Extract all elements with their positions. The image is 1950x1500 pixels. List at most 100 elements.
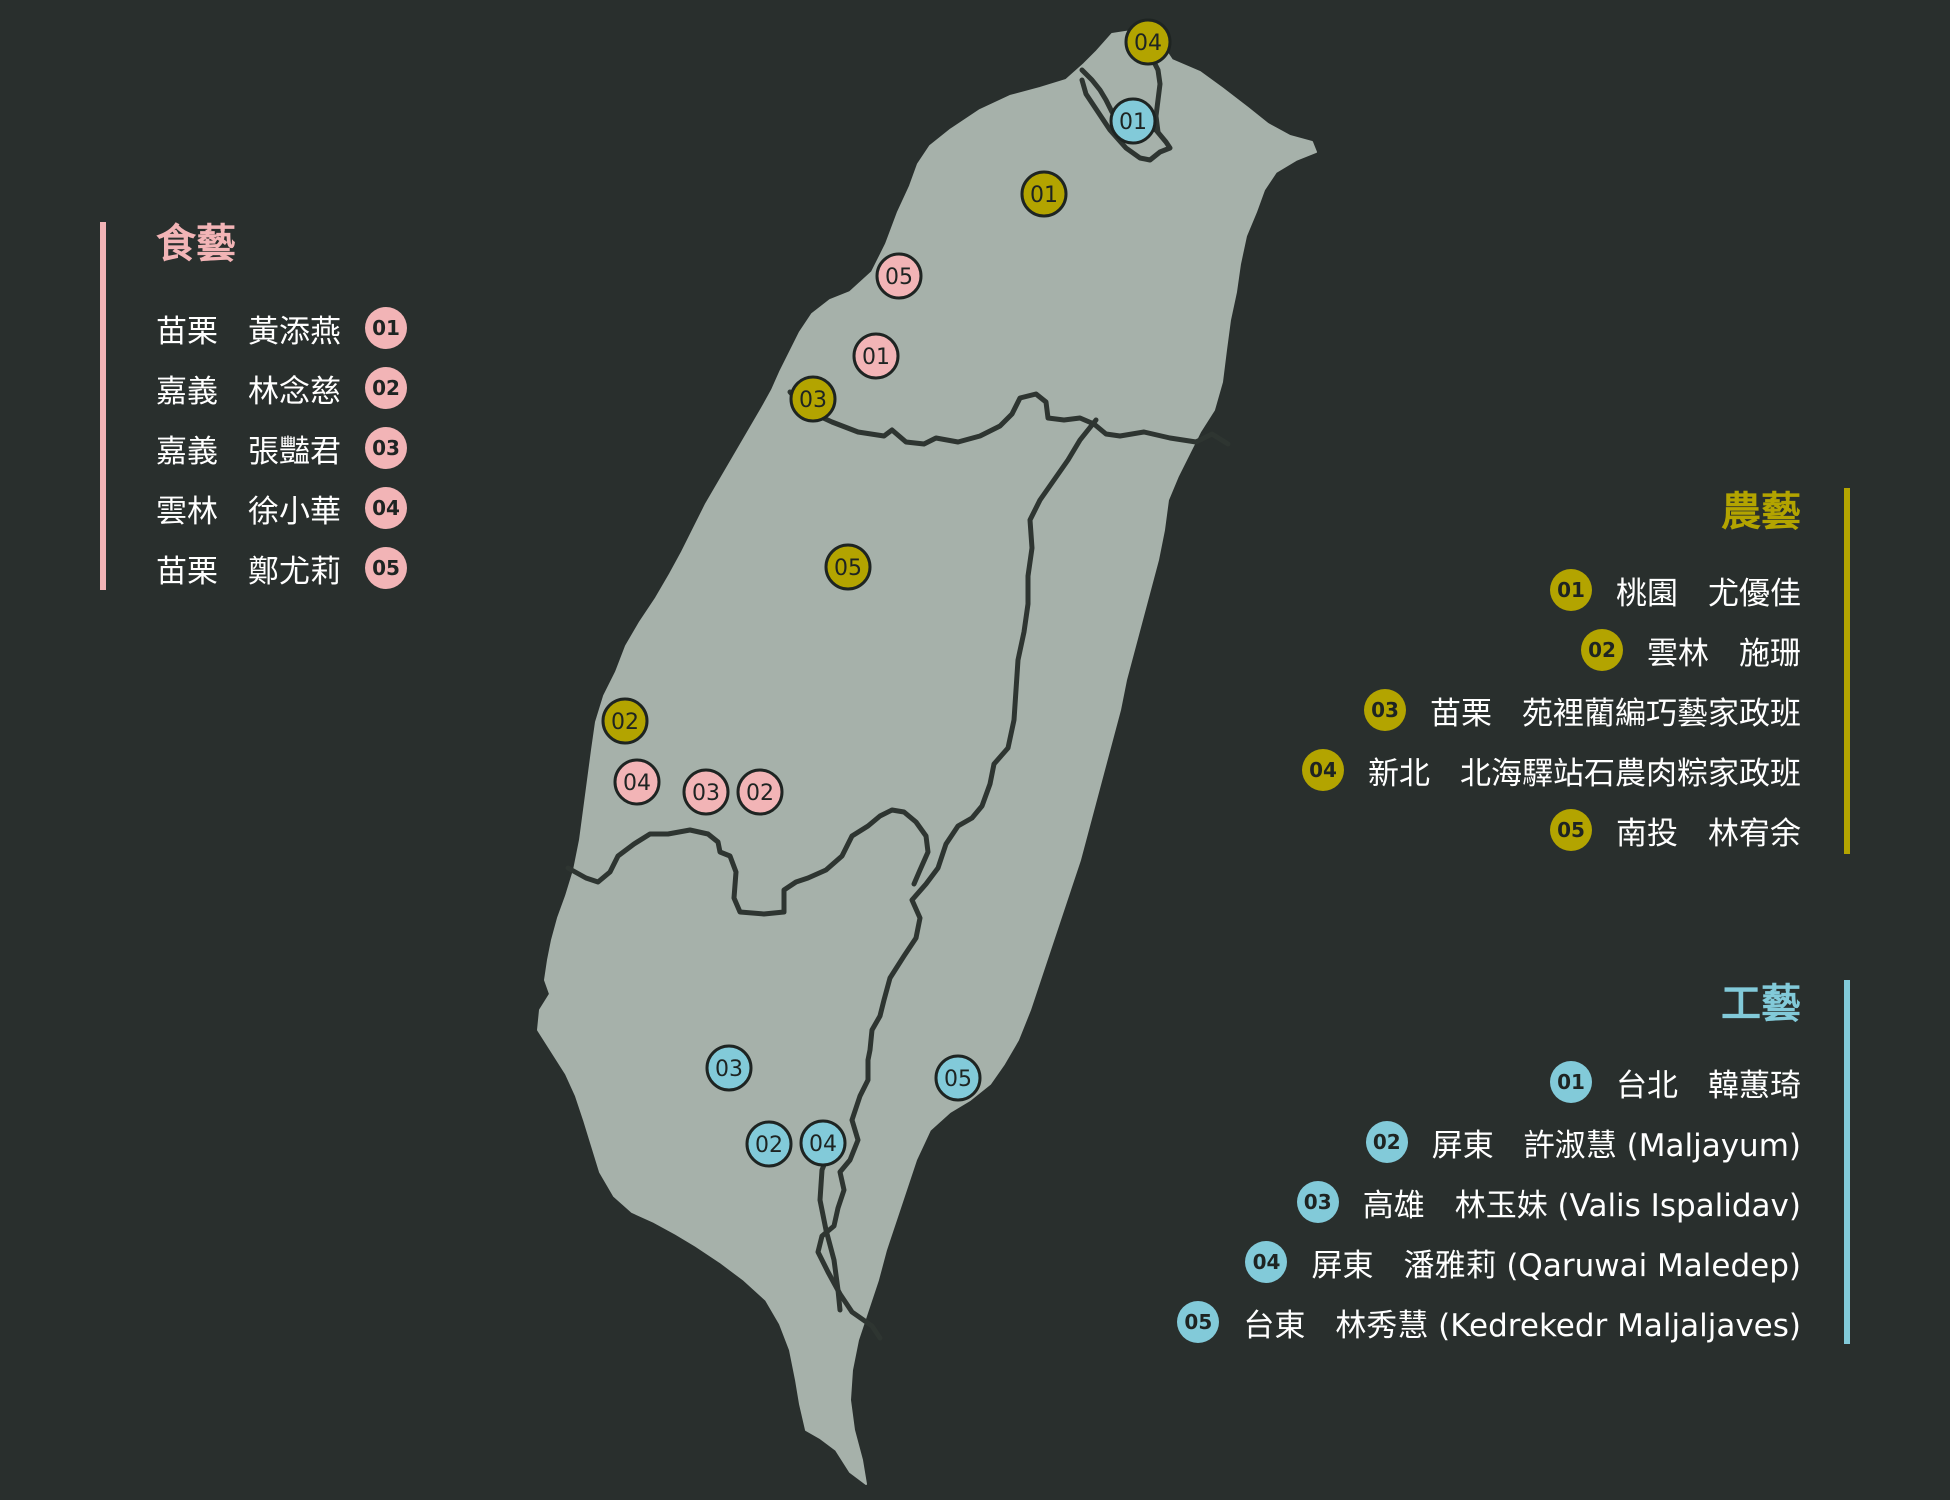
legend-region: 桃園: [1616, 575, 1678, 612]
map-marker-craft-03[interactable]: 03: [705, 1044, 753, 1092]
map-marker-food-03[interactable]: 03: [682, 768, 730, 816]
legend-person-name: 鄭尤莉: [248, 553, 341, 590]
map-marker-food-02[interactable]: 02: [736, 768, 784, 816]
map-marker-agriculture-03[interactable]: 03: [789, 375, 837, 423]
marker-number: 02: [746, 781, 774, 806]
marker-circle: [789, 375, 837, 423]
marker-number: 04: [1134, 31, 1162, 56]
marker-number: 05: [834, 556, 862, 581]
legend-list-food: 苗栗 黃添燕 01 嘉義 林念慈 02 嘉義 張豔君 03 雲林 徐小華 04 苗栗 鄭尤莉 05: [100, 298, 460, 598]
legend-item-agriculture: 04 新北 北海驛站石農肉粽家政班: [1302, 740, 1801, 800]
number-badge: 05: [1177, 1301, 1220, 1343]
legend-title-craft: 工藝: [1721, 981, 1801, 1027]
legend-bar-food: [100, 222, 106, 590]
legend-region: 雲林: [1647, 635, 1709, 672]
legend-list-craft: 01 台北 韓蕙琦 02 屏東 許淑慧 (Maljayum) 03 高雄 林玉妹 (Valis …: [1177, 1052, 1801, 1352]
marker-circle: [1124, 18, 1172, 66]
legend-item-food: 苗栗 鄭尤莉 05: [156, 538, 460, 598]
marker-number: 04: [623, 771, 651, 796]
map-marker-food-04[interactable]: 04: [613, 758, 661, 806]
marker-number: 05: [885, 265, 913, 290]
marker-circle: [736, 768, 784, 816]
border-central-divide: [815, 417, 1099, 1341]
marker-circle: [705, 1044, 753, 1092]
legend-region: 台東: [1243, 1307, 1306, 1344]
legend-region: 苗栗: [156, 553, 218, 590]
legend-person-name: 林宥余: [1708, 815, 1801, 852]
border-north: [787, 389, 1231, 447]
legend-item-craft: 01 台北 韓蕙琦: [1177, 1052, 1801, 1112]
legend-item-craft: 02 屏東 許淑慧 (Maljayum): [1177, 1112, 1801, 1172]
legend-region: 苗栗: [1430, 695, 1492, 732]
legend-item-food: 苗栗 黃添燕 01: [156, 298, 460, 358]
marker-circle: [875, 252, 923, 300]
number-badge: 04: [1302, 749, 1344, 791]
legend-item-food: 嘉義 林念慈 02: [156, 358, 460, 418]
legend-person-name: 黃添燕: [248, 313, 341, 350]
legend-food: 食藝 苗栗 黃添燕 01 嘉義 林念慈 02 嘉義 張豔君 03 雲林 徐小華 04 苗栗 鄭尤莉 05: [100, 221, 460, 590]
border-north-loop: [1079, 67, 1173, 163]
legend-person-name: 許淑慧 (Maljayum): [1523, 1127, 1801, 1164]
marker-number: 03: [692, 781, 720, 806]
legend-craft: 工藝 01 台北 韓蕙琦 02 屏東 許淑慧 (Maljayum) 03 高雄 林玉妹 (Val…: [1140, 980, 1850, 1344]
legend-item-agriculture: 05 南投 林宥余: [1302, 800, 1801, 860]
map-marker-craft-05[interactable]: 05: [934, 1054, 982, 1102]
legend-bar-craft: [1844, 980, 1850, 1344]
legend-person-name: 苑裡藺編巧藝家政班: [1522, 695, 1801, 732]
marker-number: 01: [862, 345, 890, 370]
map-marker-agriculture-04[interactable]: 04: [1124, 18, 1172, 66]
map-marker-craft-02[interactable]: 02: [745, 1120, 793, 1168]
legend-item-craft: 04 屏東 潘雅莉 (Qaruwai Maledep): [1177, 1232, 1801, 1292]
map-marker-food-05[interactable]: 05: [875, 252, 923, 300]
number-badge: 04: [1245, 1241, 1288, 1283]
marker-circle: [799, 1119, 847, 1167]
legend-person-name: 林秀慧 (Kedrekedr Maljaljaves): [1335, 1307, 1801, 1344]
marker-number: 04: [809, 1132, 837, 1157]
number-badge: 02: [1365, 1121, 1408, 1163]
marker-circle: [934, 1054, 982, 1102]
map-marker-food-01[interactable]: 01: [852, 332, 900, 380]
number-badge: 01: [1550, 1061, 1592, 1103]
map-marker-craft-01[interactable]: 01: [1109, 97, 1157, 145]
legend-region: 南投: [1616, 815, 1678, 852]
number-badge: 05: [1550, 809, 1592, 851]
number-badge: 04: [365, 487, 407, 529]
legend-person-name: 徐小華: [248, 493, 341, 530]
legend-item-food: 雲林 徐小華 04: [156, 478, 460, 538]
number-badge: 01: [365, 307, 407, 349]
marker-circle: [852, 332, 900, 380]
legend-region: 雲林: [156, 493, 218, 530]
legend-item-agriculture: 01 桃園 尤優佳: [1302, 560, 1801, 620]
marker-circle: [1020, 170, 1068, 218]
map-marker-agriculture-02[interactable]: 02: [601, 697, 649, 745]
legend-person-name: 潘雅莉 (Qaruwai Maledep): [1403, 1247, 1801, 1284]
legend-region: 苗栗: [156, 313, 218, 350]
marker-number: 01: [1119, 110, 1147, 135]
number-badge: 01: [1550, 569, 1592, 611]
marker-number: 05: [944, 1067, 972, 1092]
map-marker-agriculture-05[interactable]: 05: [824, 543, 872, 591]
county-borders: [565, 55, 1231, 1341]
marker-number: 02: [755, 1133, 783, 1158]
legend-region: 新北: [1368, 755, 1430, 792]
legend-region: 屏東: [1311, 1247, 1374, 1284]
marker-circle: [682, 768, 730, 816]
number-badge: 03: [1296, 1181, 1339, 1223]
legend-person-name: 韓蕙琦: [1708, 1067, 1801, 1104]
legend-person-name: 北海驛站石農肉粽家政班: [1460, 755, 1801, 792]
legend-person-name: 林念慈: [248, 373, 341, 410]
number-badge: 02: [365, 367, 407, 409]
border-south: [817, 1147, 843, 1313]
marker-number: 02: [611, 710, 639, 735]
marker-circle: [745, 1120, 793, 1168]
number-badge: 02: [1581, 629, 1623, 671]
legend-title-food: 食藝: [156, 221, 236, 267]
legend-region: 嘉義: [156, 373, 218, 410]
map-marker-craft-04[interactable]: 04: [799, 1119, 847, 1167]
legend-agriculture: 農藝 01 桃園 尤優佳 02 雲林 施珊 03 苗栗 苑裡藺編巧藝家政班 04 新北 北海驛站石農肉…: [1260, 488, 1850, 854]
marker-circle: [824, 543, 872, 591]
marker-number: 01: [1030, 183, 1058, 208]
map-marker-agriculture-01[interactable]: 01: [1020, 170, 1068, 218]
number-badge: 03: [365, 427, 407, 469]
